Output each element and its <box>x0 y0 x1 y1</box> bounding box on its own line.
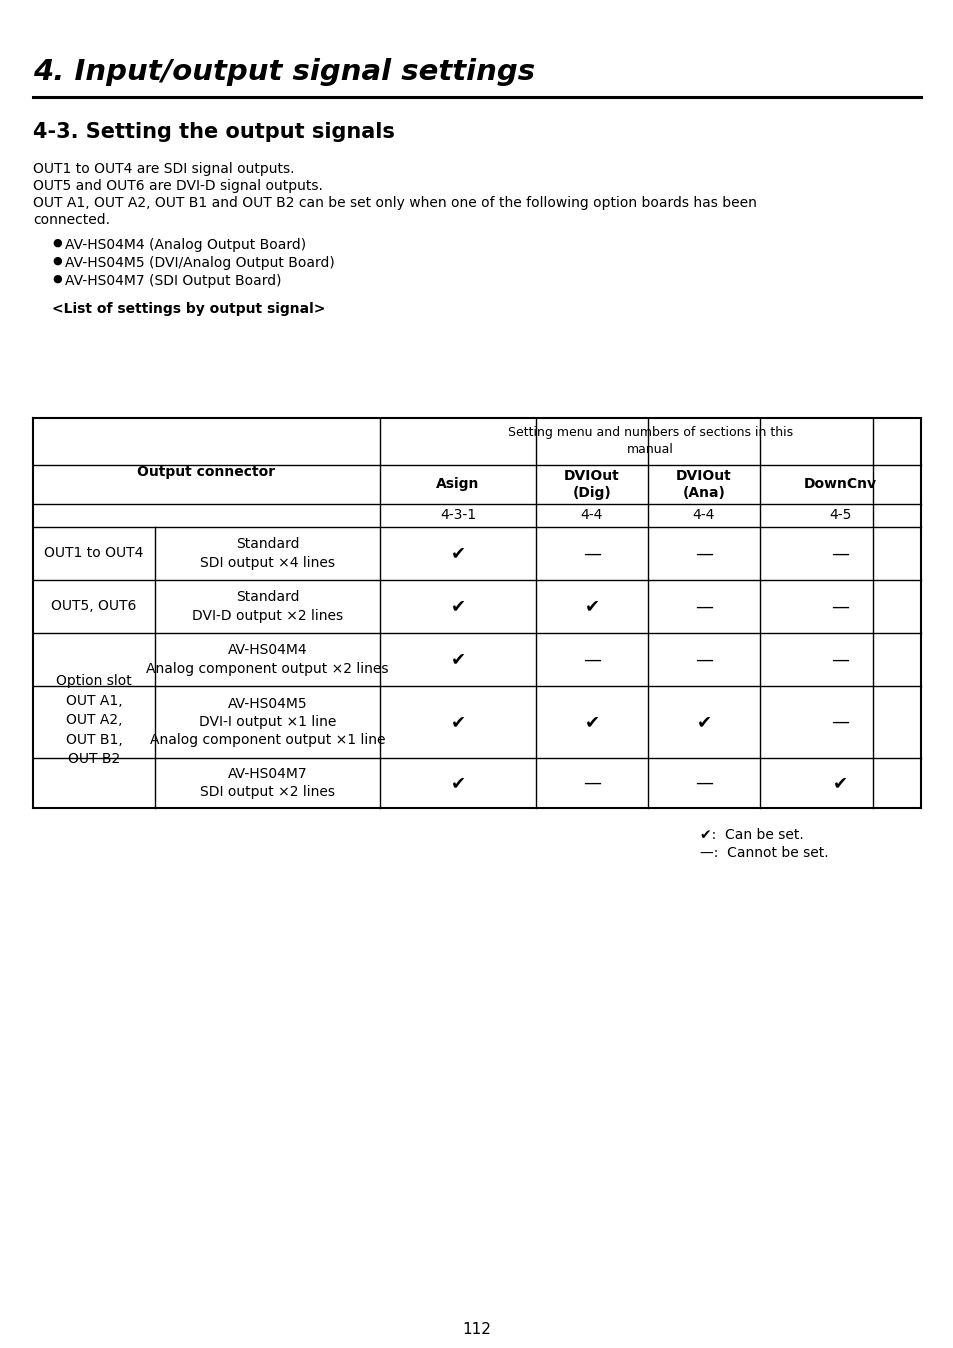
Text: DownCnv: DownCnv <box>803 477 876 492</box>
Text: AV-HS04M5 (DVI/Analog Output Board): AV-HS04M5 (DVI/Analog Output Board) <box>65 256 335 270</box>
Text: ✔: ✔ <box>584 597 598 616</box>
Text: —: — <box>695 774 712 793</box>
Text: ●: ● <box>52 274 62 284</box>
Text: ●: ● <box>52 239 62 248</box>
Text: DVIOut
(Dig): DVIOut (Dig) <box>563 469 619 500</box>
Text: ✔: ✔ <box>450 545 465 562</box>
Text: Output connector: Output connector <box>137 465 275 480</box>
Text: ✔: ✔ <box>832 774 847 793</box>
Text: Standard
SDI output ×4 lines: Standard SDI output ×4 lines <box>200 538 335 570</box>
Text: ✔:  Can be set.: ✔: Can be set. <box>700 828 803 842</box>
Text: ✔: ✔ <box>450 597 465 616</box>
Text: connected.: connected. <box>33 213 110 226</box>
Text: OUT5, OUT6: OUT5, OUT6 <box>51 600 136 613</box>
Text: —: — <box>695 597 712 616</box>
Text: —: — <box>582 774 600 793</box>
Text: 4. Input/output signal settings: 4. Input/output signal settings <box>33 58 535 86</box>
Text: —: — <box>831 651 848 669</box>
Text: 4-5: 4-5 <box>828 508 851 523</box>
Text: —: — <box>831 597 848 616</box>
Text: 4-3-1: 4-3-1 <box>439 508 476 523</box>
Text: ●: ● <box>52 256 62 266</box>
Text: Standard
DVI-D output ×2 lines: Standard DVI-D output ×2 lines <box>192 590 343 623</box>
Text: —:  Cannot be set.: —: Cannot be set. <box>700 847 828 860</box>
Text: AV-HS04M4 (Analog Output Board): AV-HS04M4 (Analog Output Board) <box>65 239 306 252</box>
Text: ✔: ✔ <box>450 651 465 669</box>
Text: 4-4: 4-4 <box>692 508 715 523</box>
Text: —: — <box>831 713 848 731</box>
Text: Asign: Asign <box>436 477 479 492</box>
Text: AV-HS04M4
Analog component output ×2 lines: AV-HS04M4 Analog component output ×2 lin… <box>146 643 388 675</box>
Text: ✔: ✔ <box>450 713 465 731</box>
Text: Setting menu and numbers of sections in this
manual: Setting menu and numbers of sections in … <box>507 426 792 457</box>
Text: ✔: ✔ <box>450 774 465 793</box>
Text: ✔: ✔ <box>584 713 598 731</box>
Text: OUT1 to OUT4: OUT1 to OUT4 <box>44 546 144 561</box>
Text: AV-HS04M7
SDI output ×2 lines: AV-HS04M7 SDI output ×2 lines <box>200 767 335 799</box>
Text: —: — <box>582 545 600 562</box>
Text: OUT5 and OUT6 are DVI-D signal outputs.: OUT5 and OUT6 are DVI-D signal outputs. <box>33 179 322 193</box>
Text: —: — <box>831 545 848 562</box>
Text: —: — <box>695 651 712 669</box>
Text: 4-3. Setting the output signals: 4-3. Setting the output signals <box>33 123 395 142</box>
Text: AV-HS04M5
DVI-I output ×1 line
Analog component output ×1 line: AV-HS04M5 DVI-I output ×1 line Analog co… <box>150 697 385 747</box>
Text: <List of settings by output signal>: <List of settings by output signal> <box>52 302 325 315</box>
Text: AV-HS04M7 (SDI Output Board): AV-HS04M7 (SDI Output Board) <box>65 274 281 288</box>
Text: OUT1 to OUT4 are SDI signal outputs.: OUT1 to OUT4 are SDI signal outputs. <box>33 162 294 177</box>
Text: —: — <box>695 545 712 562</box>
Text: 4-4: 4-4 <box>580 508 602 523</box>
Text: Option slot
OUT A1,
OUT A2,
OUT B1,
OUT B2: Option slot OUT A1, OUT A2, OUT B1, OUT … <box>56 674 132 767</box>
Text: —: — <box>582 651 600 669</box>
Text: OUT A1, OUT A2, OUT B1 and OUT B2 can be set only when one of the following opti: OUT A1, OUT A2, OUT B1 and OUT B2 can be… <box>33 195 756 210</box>
Text: DVIOut
(Ana): DVIOut (Ana) <box>676 469 731 500</box>
Text: 112: 112 <box>462 1322 491 1337</box>
Text: ✔: ✔ <box>696 713 711 731</box>
